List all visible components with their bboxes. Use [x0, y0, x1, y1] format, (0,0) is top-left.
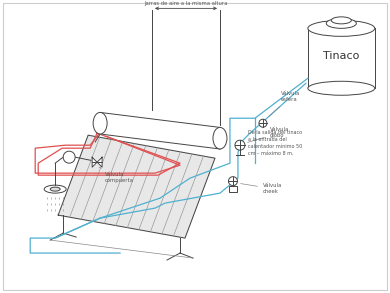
Text: Válvula
esfera: Válvula esfera	[269, 91, 300, 116]
Ellipse shape	[213, 127, 227, 149]
Polygon shape	[97, 157, 102, 167]
Text: Válvula
compuerta: Válvula compuerta	[99, 167, 134, 183]
Ellipse shape	[50, 187, 60, 191]
Text: Válvula
globo: Válvula globo	[248, 127, 289, 142]
Ellipse shape	[331, 17, 351, 24]
Ellipse shape	[63, 151, 75, 163]
Ellipse shape	[308, 81, 375, 95]
Ellipse shape	[93, 113, 107, 134]
Polygon shape	[58, 135, 215, 238]
Text: Válvula
cheek: Válvula cheek	[241, 183, 282, 194]
Text: Jarras de aire a la misma altura: Jarras de aire a la misma altura	[144, 1, 228, 6]
Ellipse shape	[44, 185, 66, 193]
Polygon shape	[92, 157, 97, 167]
Polygon shape	[100, 113, 220, 149]
Ellipse shape	[308, 20, 375, 36]
Bar	[229, 186, 237, 192]
Circle shape	[235, 140, 245, 150]
Text: De la salida del tinaco
a la entrada del
calentador mínimo 50
cm – máximo 8 m.: De la salida del tinaco a la entrada del…	[248, 130, 302, 156]
Ellipse shape	[326, 18, 356, 28]
Circle shape	[259, 119, 267, 127]
Circle shape	[229, 177, 238, 186]
Text: Tinaco: Tinaco	[323, 51, 360, 61]
